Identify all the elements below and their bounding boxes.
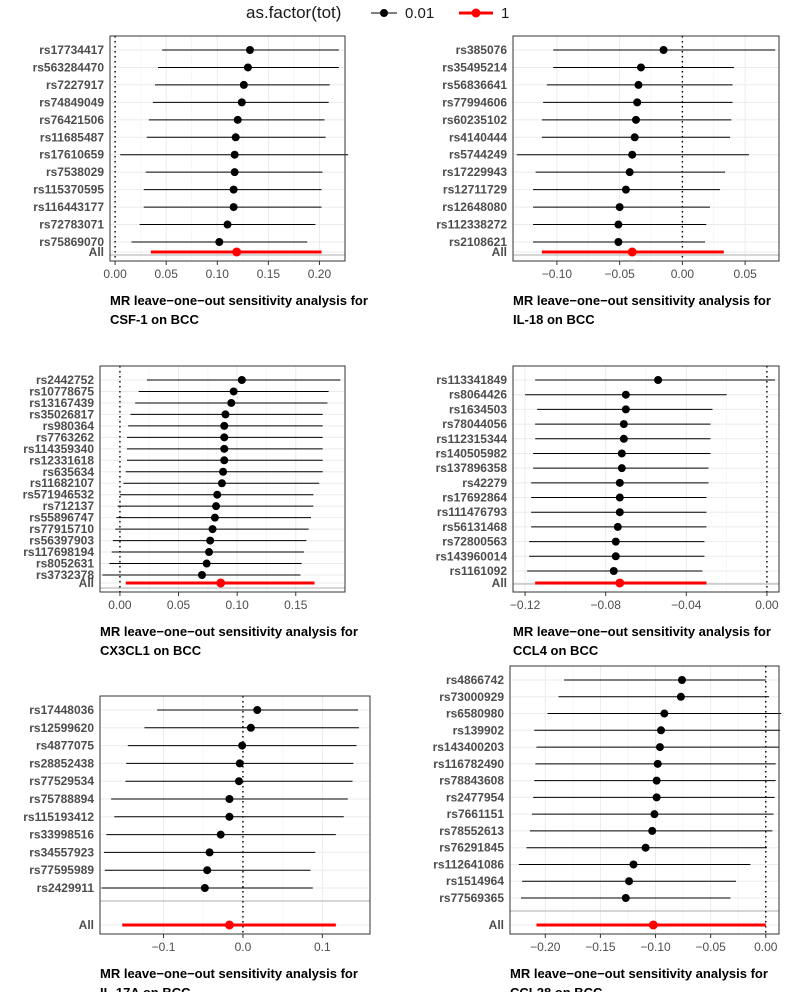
- point-estimate: [229, 185, 238, 194]
- point-estimate: [229, 203, 238, 212]
- legend-label-0: 0.01: [405, 5, 434, 22]
- x-tick-label: 0.20: [308, 267, 332, 281]
- point-estimate: [230, 150, 239, 159]
- point-estimate: [237, 98, 246, 107]
- x-tick-label: 0.05: [155, 267, 179, 281]
- snp-label: rs115370595: [33, 183, 104, 197]
- x-tick-label: 0.00: [103, 267, 127, 281]
- snp-label: rs17610659: [39, 148, 104, 162]
- point-estimate: [243, 63, 252, 72]
- snp-label: rs76421506: [39, 113, 104, 127]
- snp-label: rs75869070: [39, 235, 104, 249]
- snp-label: rs17734417: [39, 43, 104, 57]
- point-estimate: [215, 238, 224, 246]
- all-label: All: [89, 245, 104, 259]
- x-tick-label: 0.15: [257, 267, 281, 281]
- snp-label: rs7227917: [46, 78, 104, 92]
- snp-label: rs7538029: [46, 165, 104, 179]
- x-axis-subtitle: CSF-1 on BCC: [110, 312, 199, 327]
- point-estimate: [230, 168, 239, 177]
- x-tick-label: 0.10: [206, 267, 230, 281]
- legend-key-point-1: [471, 8, 481, 18]
- point-estimate: [245, 46, 254, 54]
- point-estimate: [223, 220, 232, 229]
- legend-title: as.factor(tot): [246, 3, 341, 22]
- point-estimate: [233, 115, 242, 124]
- snp-label: rs11685487: [40, 130, 104, 144]
- point-estimate: [231, 133, 240, 142]
- legend: as.factor(tot) 0.01 1: [246, 3, 509, 22]
- point-estimate-all: [232, 247, 242, 257]
- snp-label: rs116443177: [33, 200, 104, 214]
- legend-key-point-0: [380, 9, 388, 17]
- snp-label: rs74849049: [39, 95, 104, 109]
- point-estimate: [239, 80, 248, 89]
- snp-label: rs72783071: [39, 218, 104, 232]
- snp-label: rs563284470: [33, 60, 105, 74]
- panel-border: [109, 35, 346, 262]
- legend-label-1: 1: [501, 5, 509, 22]
- x-axis-title: MR leave−one−out sensitivity analysis fo…: [110, 293, 368, 308]
